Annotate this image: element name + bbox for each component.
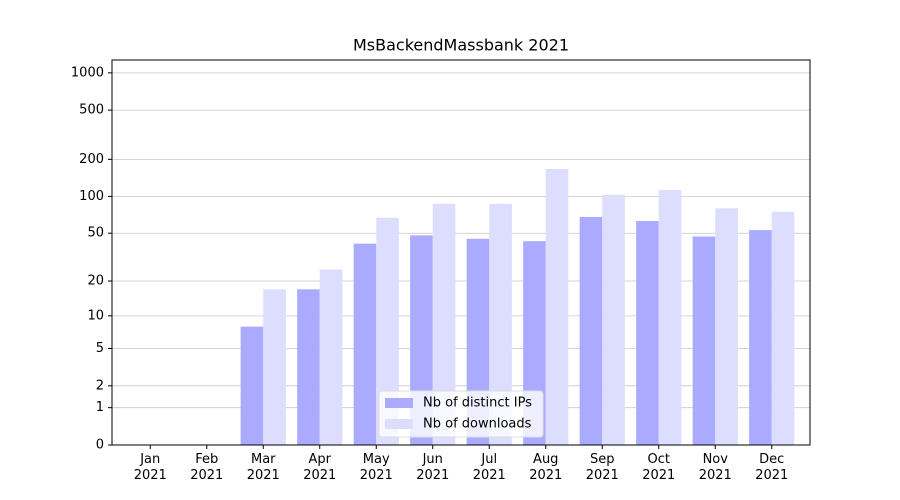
legend-label: Nb of downloads xyxy=(423,417,532,432)
bar xyxy=(715,208,738,445)
bar xyxy=(602,194,625,445)
x-tick-label: Aug 2021 xyxy=(529,452,563,483)
x-tick-label: Feb 2021 xyxy=(190,452,224,483)
y-tick-label: 0 xyxy=(96,438,104,453)
y-tick-label: 100 xyxy=(79,189,104,204)
bar xyxy=(636,220,659,445)
bar xyxy=(353,243,377,445)
chart-title: MsBackendMassbank 2021 xyxy=(353,36,569,55)
bar xyxy=(376,217,399,445)
y-tick-label: 20 xyxy=(87,274,104,289)
bar xyxy=(489,203,512,445)
bar xyxy=(771,211,795,445)
x-tick-label: Mar 2021 xyxy=(246,452,280,483)
y-tick-label: 10 xyxy=(87,308,104,323)
y-tick-label: 50 xyxy=(87,226,104,241)
x-tick-label: Apr 2021 xyxy=(303,452,337,483)
legend-box xyxy=(378,390,544,438)
y-tick-label: 5 xyxy=(96,341,104,356)
bar xyxy=(240,326,264,445)
bar xyxy=(319,269,343,445)
legend-swatch xyxy=(385,419,413,429)
bar xyxy=(579,216,603,445)
x-tick-label: Jan 2021 xyxy=(133,452,167,483)
legend-label: Nb of distinct IPs xyxy=(423,396,532,411)
bar xyxy=(263,289,286,445)
y-tick-label: 2 xyxy=(96,378,104,393)
bar xyxy=(545,169,569,445)
bar xyxy=(749,230,772,445)
x-tick-label: Jul 2021 xyxy=(472,452,506,483)
x-tick-label: Dec 2021 xyxy=(755,452,789,483)
y-tick-label: 1 xyxy=(96,400,104,415)
bar xyxy=(692,236,716,445)
y-tick-label: 200 xyxy=(79,152,104,167)
x-tick-label: Jun 2021 xyxy=(416,452,450,483)
x-tick-label: May 2021 xyxy=(359,452,393,483)
bar xyxy=(658,189,682,445)
y-tick-label: 1000 xyxy=(71,65,104,80)
x-tick-label: Oct 2021 xyxy=(642,452,676,483)
legend-swatch xyxy=(385,398,413,408)
bar xyxy=(297,289,320,445)
legend: Nb of distinct IPs Nb of downloads xyxy=(378,390,544,438)
bar xyxy=(432,203,456,445)
plot-frame xyxy=(111,59,811,446)
x-tick-label: Sep 2021 xyxy=(585,452,619,483)
x-tick-label: Nov 2021 xyxy=(698,452,732,483)
y-tick-label: 500 xyxy=(79,103,104,118)
